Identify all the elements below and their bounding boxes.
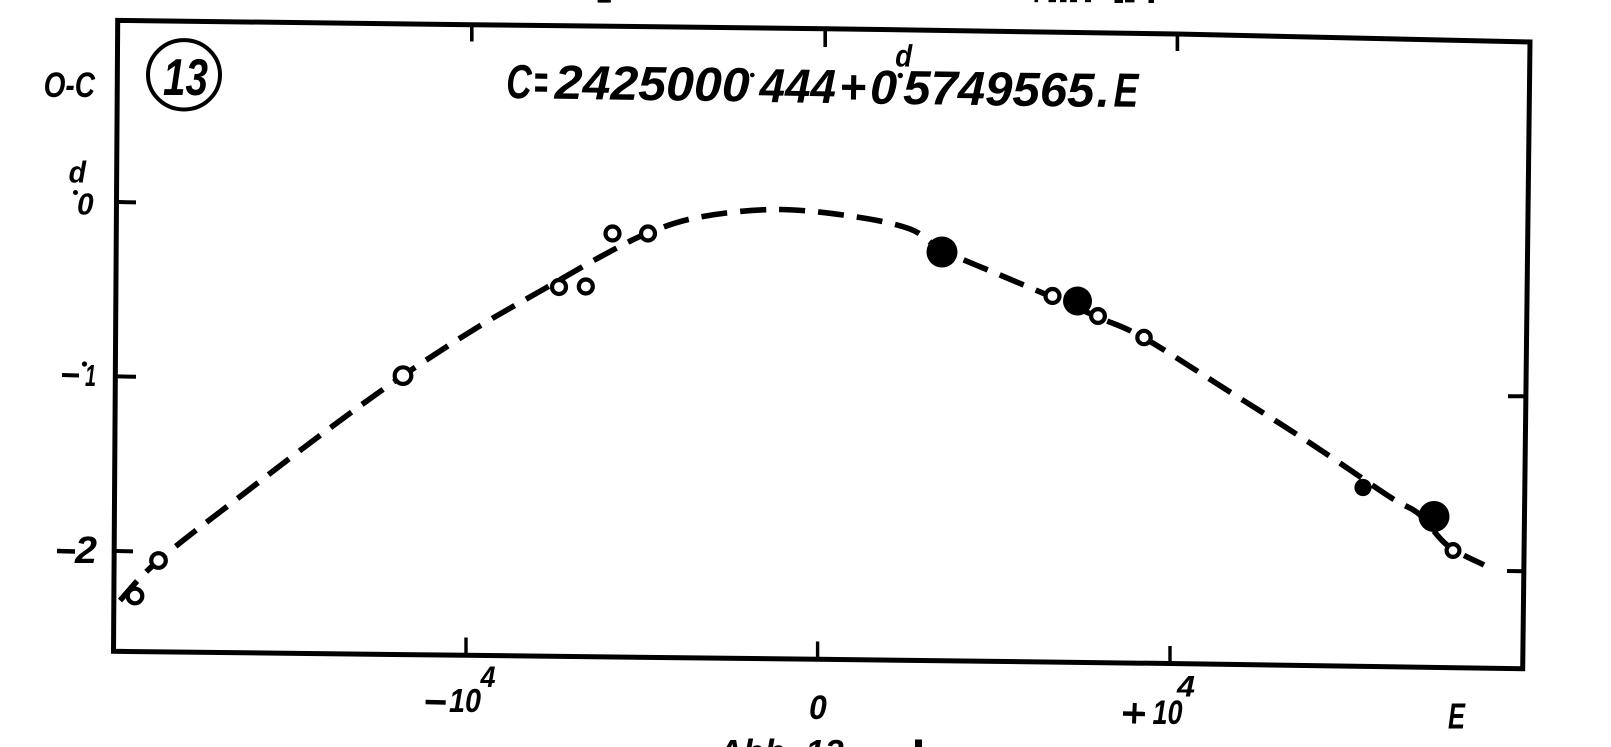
svg-text:+: + <box>839 61 867 114</box>
svg-text:4: 4 <box>1176 671 1195 704</box>
svg-text:d: d <box>895 38 913 73</box>
svg-text:2: 2 <box>74 530 97 572</box>
svg-text:0: 0 <box>809 689 827 727</box>
svg-text:0: 0 <box>870 62 898 115</box>
svg-text:13: 13 <box>163 49 208 107</box>
svg-text:4: 4 <box>480 661 496 694</box>
svg-text:2425000: 2425000 <box>553 57 750 113</box>
svg-text:E: E <box>1448 696 1466 737</box>
svg-text:444: 444 <box>758 60 836 114</box>
svg-text:Abb. 13: Abb. 13 <box>717 734 844 747</box>
svg-text:10: 10 <box>449 682 482 719</box>
svg-text:C: C <box>506 56 533 109</box>
svg-text:d: d <box>69 155 87 190</box>
svg-text:10: 10 <box>1153 694 1183 732</box>
svg-text:0: 0 <box>77 187 94 222</box>
svg-text:.: . <box>1096 65 1110 118</box>
svg-text:O-C: O-C <box>44 66 96 105</box>
svg-text:E: E <box>1113 64 1140 117</box>
svg-text:=: = <box>533 56 548 109</box>
svg-text:1: 1 <box>85 358 96 393</box>
svg-text:5749565: 5749565 <box>903 62 1096 118</box>
